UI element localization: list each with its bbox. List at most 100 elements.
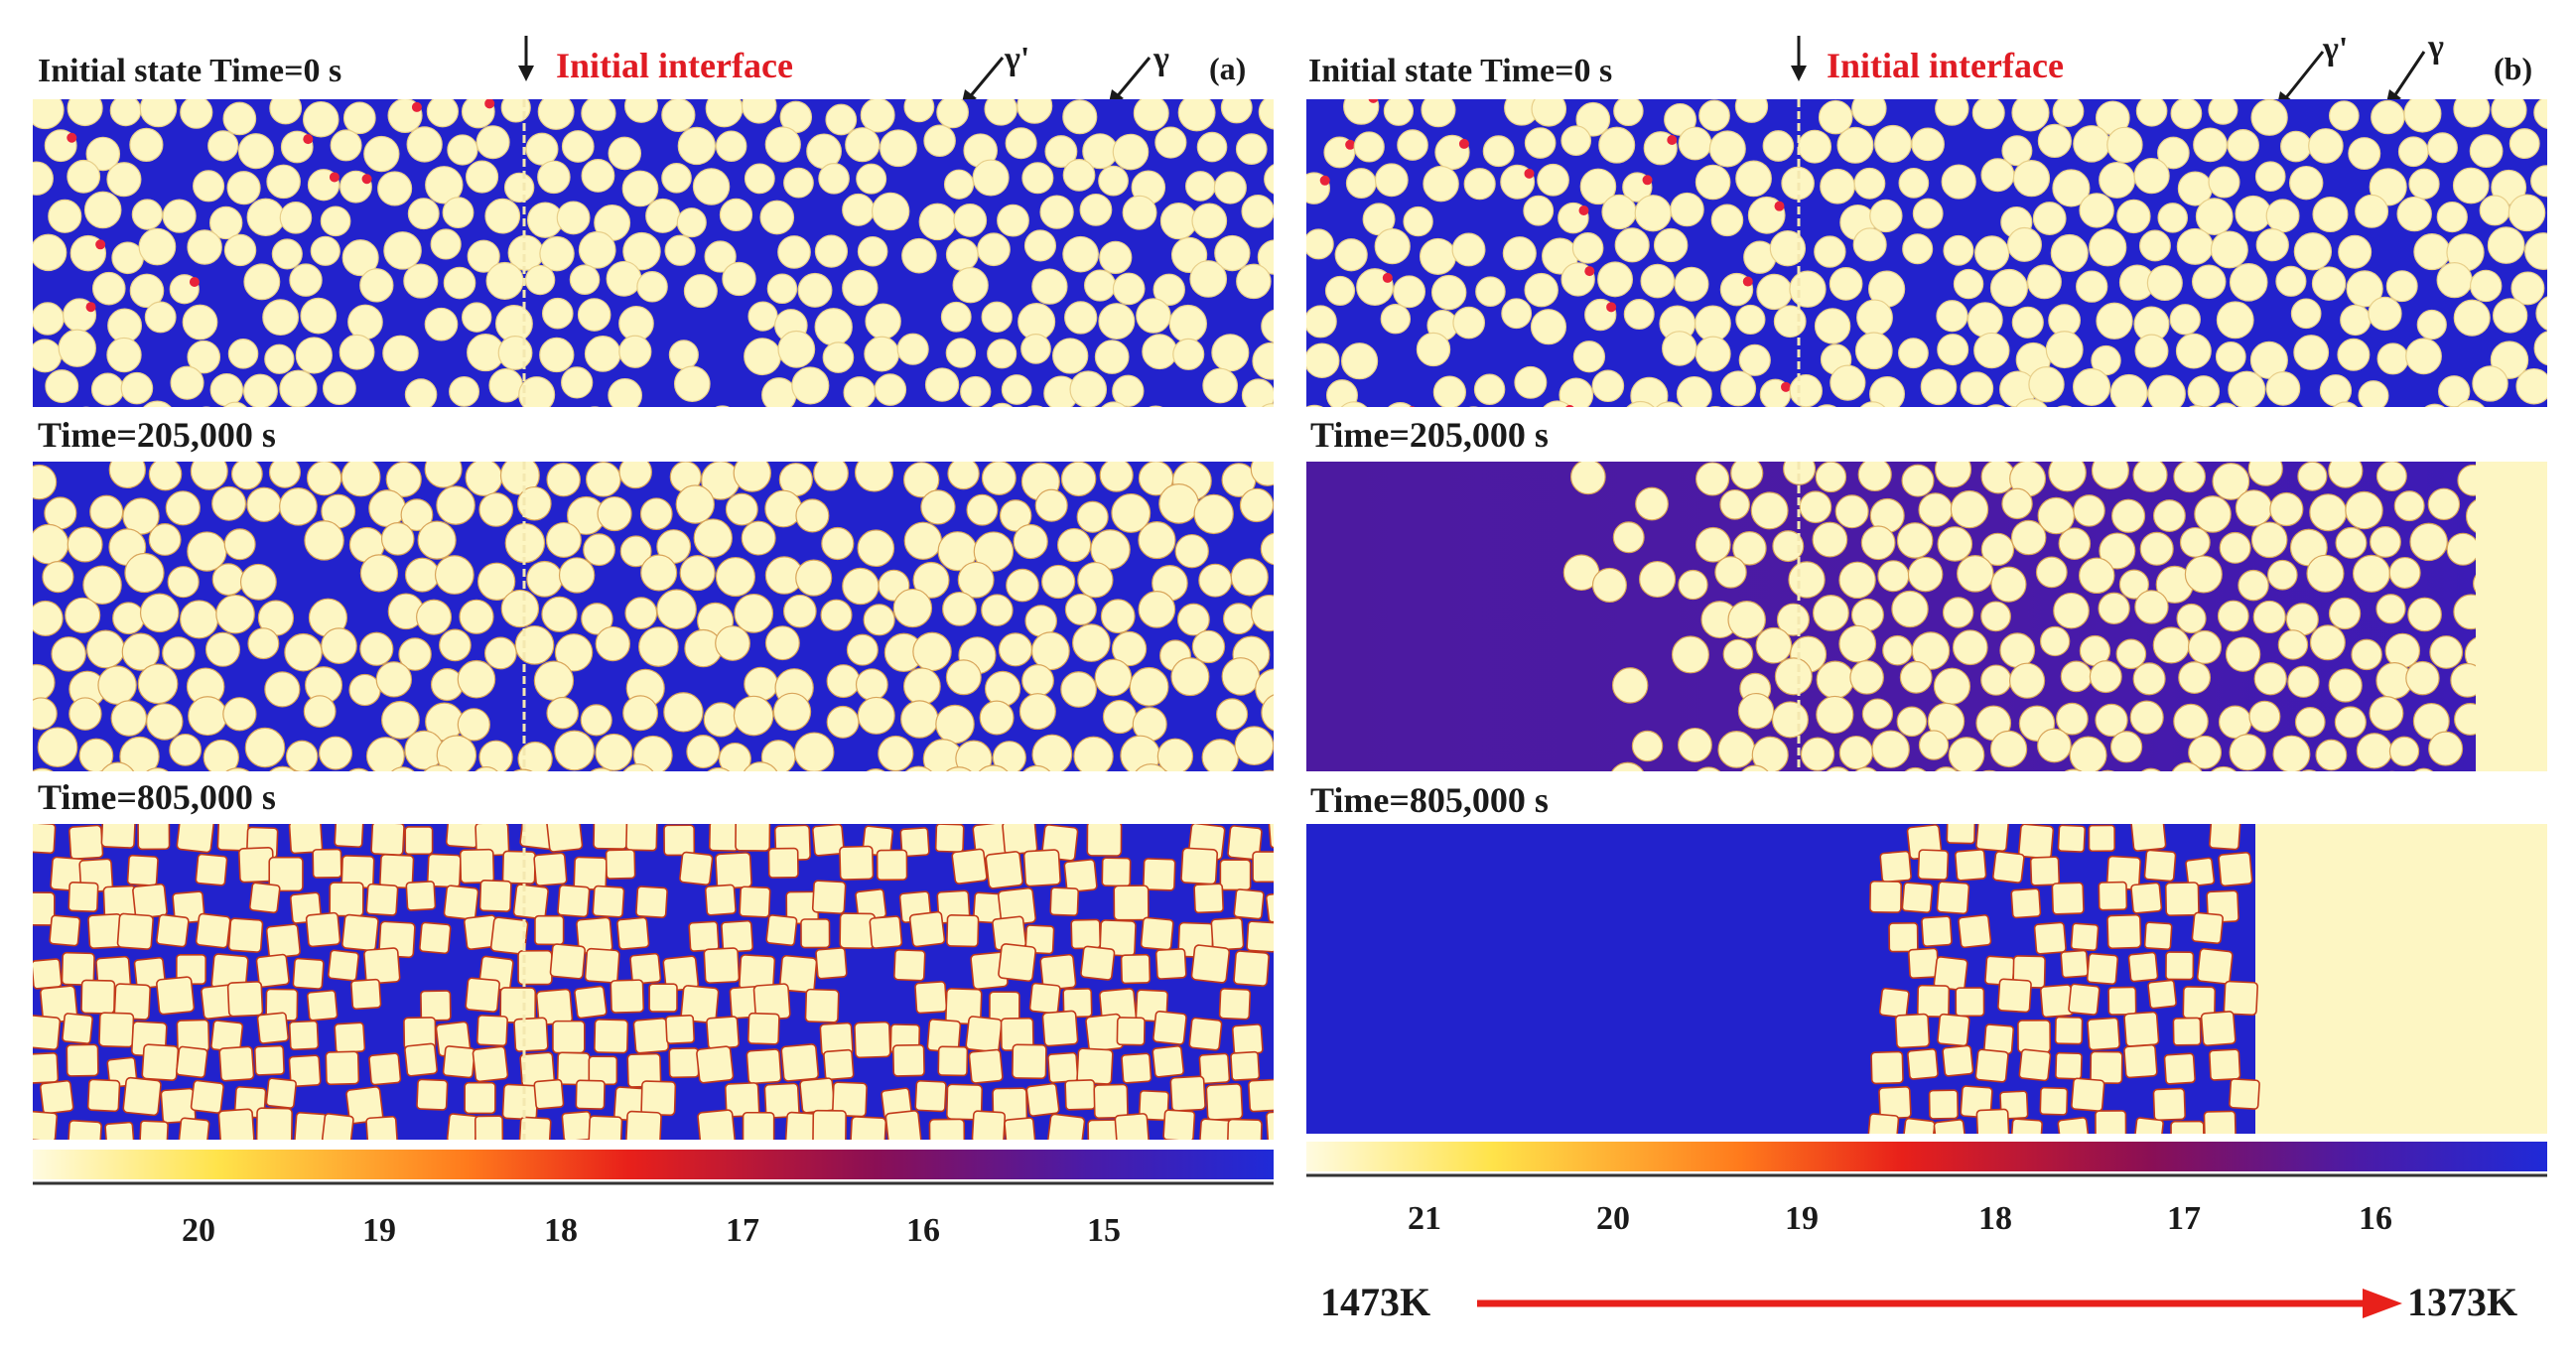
gamma-prime-particle (1306, 342, 1340, 378)
panel-a-colorbar-ticks: 20 19 18 17 16 15 (182, 1212, 1121, 1249)
gamma-prime-particle (1698, 99, 1730, 132)
gamma-prime-particle (1630, 376, 1669, 407)
gamma-prime-particle (2132, 662, 2166, 696)
gamma-prime-particle (999, 499, 1032, 532)
gamma-prime-particle (1154, 126, 1187, 159)
panel-a-tick-1: 19 (362, 1212, 396, 1249)
gamma-prime-particle (1026, 405, 1043, 407)
gamma-prime-particle (783, 167, 814, 199)
gamma-prime-particle (1815, 462, 1847, 493)
gamma-prime-particle (1958, 914, 1992, 949)
gamma-prime-particle (1902, 1117, 1936, 1134)
gamma-prime-particle (2371, 410, 2404, 444)
gamma-prime-particle (978, 764, 1009, 771)
gamma-prime-particle (1136, 298, 1171, 334)
gamma-prime-particle (1098, 165, 1129, 197)
gamma-prime-particle (312, 848, 342, 879)
gamma-prime-particle (791, 366, 830, 405)
gamma-prime-particle (1695, 336, 1731, 372)
gamma-prime-particle (209, 372, 244, 407)
gamma-prime-particle (2479, 195, 2510, 226)
gamma-prime-particle (2427, 487, 2461, 521)
gamma-prime-particle (269, 765, 297, 771)
gamma-prime-particle (457, 708, 490, 742)
gamma-prime-particle (854, 1021, 891, 1059)
gamma-prime-particle (2099, 161, 2136, 199)
gamma-prime-particle (2368, 296, 2402, 332)
gamma-prime-particle (368, 489, 407, 527)
gamma-prime-particle (1989, 268, 2029, 308)
gamma-prime-particle (2429, 635, 2464, 669)
gamma-prime-particle (1100, 599, 1136, 634)
gamma-prime-particle (864, 336, 900, 372)
gamma-prime-particle (767, 847, 799, 879)
gamma-prime-particle (2010, 519, 2047, 556)
gamma-prime-particle (557, 885, 591, 918)
gamma-prime-particle (1502, 236, 1537, 271)
gamma-prime-particle (1246, 920, 1274, 953)
gamma-prime-particle (1771, 775, 1805, 809)
gamma-prime-particle (2491, 99, 2527, 128)
gamma-prime-particle (1069, 370, 1108, 407)
gamma-prime-particle (2294, 706, 2326, 738)
gamma-prime-particle (987, 339, 1017, 369)
gamma-prime-particle (680, 985, 720, 1024)
gamma-prime-particle (1738, 343, 1771, 376)
gamma-prime-particle (744, 761, 778, 771)
gamma-prime-particle (725, 492, 758, 526)
gamma-prime-particle (139, 1120, 169, 1140)
gamma-prime-particle (1772, 530, 1805, 563)
gamma-prime-particle (912, 631, 952, 672)
gamma-prime-particle (718, 742, 751, 771)
gamma-prime-particle (2147, 374, 2186, 407)
gamma-prime-particle (944, 411, 976, 443)
gamma-prime-particle (187, 531, 227, 572)
gamma-prime-particle (846, 633, 879, 666)
gamma-prime-particle (1973, 332, 2010, 369)
gamma-prime-particle (98, 1012, 135, 1048)
gamma-prime-particle (812, 824, 845, 857)
gamma-prime-particle (960, 375, 992, 407)
gamma-prime-particle (1070, 918, 1102, 950)
panel-a-tick-2: 18 (544, 1212, 578, 1249)
gamma-prime-particle (2533, 99, 2547, 129)
gamma-prime-particle (1975, 824, 2009, 852)
gamma-prime-particle (1852, 227, 1887, 262)
gamma-prime-particle (1129, 666, 1169, 707)
gamma-prime-particle (306, 990, 339, 1022)
gamma-prime-particle (2328, 462, 2364, 488)
gamma-prime-particle (419, 409, 448, 438)
gamma-prime-particle (83, 191, 122, 229)
gamma-prime-particle (2375, 462, 2407, 492)
gamma-prime-particle (645, 198, 681, 233)
gamma-prime-particle (2388, 770, 2395, 771)
gamma-prime-particle (1105, 774, 1139, 808)
gamma-prime-particle (1695, 305, 1731, 342)
gamma-prime-particle (339, 413, 368, 442)
gamma-prime-particle (1133, 99, 1169, 131)
gamma-prime-particle (1345, 168, 1377, 199)
gamma-prime-particle (246, 198, 285, 236)
gamma-prime-particle (575, 1079, 606, 1110)
gamma-prime-particle (1114, 1113, 1151, 1140)
gamma-prime-particle (2396, 196, 2432, 232)
gamma-prime-particle (696, 1045, 735, 1084)
gamma-prime-particle (648, 983, 678, 1013)
gamma-prime-particle (2133, 1117, 2164, 1134)
panel-a: Initial state Time=0 s Initial interface… (33, 36, 1274, 1249)
gamma-prime-particle (880, 129, 917, 168)
gamma-prime-particle (1611, 761, 1644, 771)
gamma-prime-particle (180, 99, 213, 129)
gamma-prime-particle (945, 659, 982, 696)
gamma-prime-particle (279, 369, 318, 407)
gamma-prime-particle (247, 627, 280, 660)
gamma-prime-particle (625, 824, 658, 852)
gamma-prime-particle (419, 921, 452, 955)
gamma-prime-particle (1022, 764, 1051, 771)
gamma-prime-particle (1340, 342, 1379, 380)
gamma-prime-particle (363, 947, 401, 985)
gamma-prime-particle (1185, 776, 1216, 807)
gamma-prime-particle (1838, 624, 1877, 663)
gamma-prime-particle (2098, 881, 2128, 911)
gamma-prime-particle (973, 531, 1015, 572)
